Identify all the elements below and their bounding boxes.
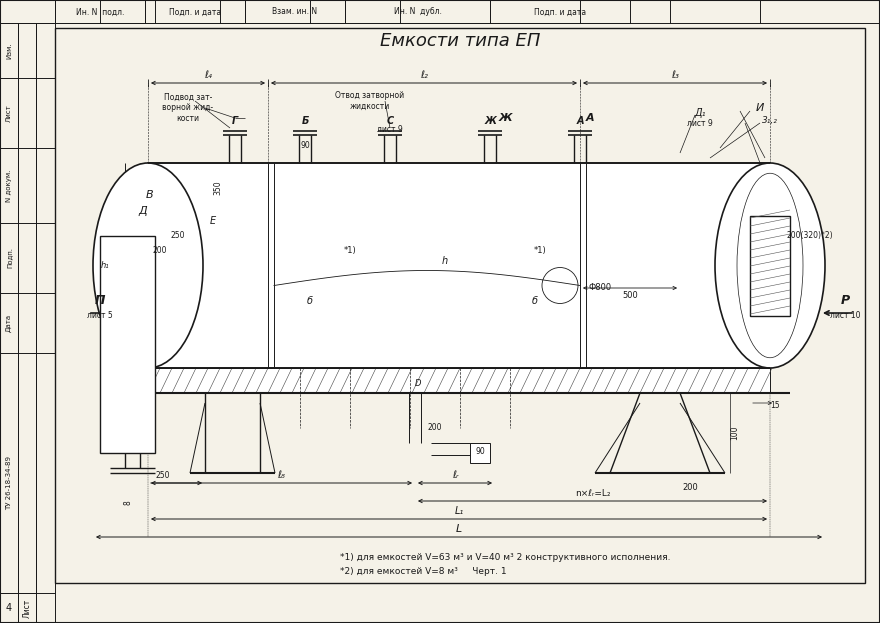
- Bar: [145, 0, 245, 23]
- Text: 4: 4: [6, 603, 12, 613]
- Text: А: А: [576, 116, 583, 126]
- Text: 200(320)*2): 200(320)*2): [787, 231, 833, 240]
- Text: Подп. и дата: Подп. и дата: [169, 7, 221, 16]
- Text: Ж: Ж: [498, 113, 512, 123]
- Bar: [470, 443, 490, 463]
- Text: 90: 90: [475, 447, 485, 455]
- Text: Д₁: Д₁: [694, 108, 706, 118]
- Bar: [55, 0, 145, 23]
- Text: *1): *1): [533, 246, 546, 255]
- Text: L: L: [456, 524, 462, 534]
- Text: 3₁,₂: 3₁,₂: [762, 117, 778, 125]
- Text: Подп.: Подп.: [6, 247, 12, 269]
- Bar: [490, 0, 630, 23]
- Text: 250: 250: [171, 231, 186, 240]
- Text: ℓ₈: ℓ₈: [277, 470, 285, 480]
- Text: 200: 200: [428, 424, 443, 432]
- Text: 200: 200: [153, 246, 167, 255]
- Bar: [0, 593, 36, 623]
- Text: Изм.: Изм.: [6, 42, 12, 59]
- Text: 15: 15: [770, 401, 780, 409]
- Text: 200: 200: [682, 483, 698, 493]
- Bar: [36, 23, 55, 623]
- Bar: [55, 28, 865, 583]
- Text: лист 5: лист 5: [87, 310, 113, 320]
- Text: С: С: [386, 116, 393, 126]
- Text: Г: Г: [231, 116, 238, 126]
- Text: Ф800: Ф800: [589, 283, 612, 292]
- Text: В: В: [146, 191, 154, 201]
- Text: Дата: Дата: [6, 314, 12, 332]
- Text: Д: Д: [139, 206, 147, 216]
- Text: ТУ 26-18-34-89: ТУ 26-18-34-89: [6, 456, 12, 510]
- Text: h₁: h₁: [100, 261, 109, 270]
- Text: 250: 250: [156, 470, 170, 480]
- Text: лист 10: лист 10: [830, 310, 861, 320]
- Bar: [245, 0, 345, 23]
- Text: Р: Р: [840, 295, 849, 308]
- Text: Ин. N  подл.: Ин. N подл.: [76, 7, 124, 16]
- Text: ℓᵣ: ℓᵣ: [451, 470, 458, 480]
- Text: Отвод затворной
жидкости: Отвод затворной жидкости: [335, 91, 405, 110]
- Text: 100: 100: [730, 426, 739, 440]
- Text: N докум.: N докум.: [6, 169, 12, 202]
- Text: б: б: [307, 295, 313, 305]
- Text: ℓ₂: ℓ₂: [420, 70, 428, 80]
- Text: И: И: [756, 103, 764, 113]
- Text: *1) для емкостей V=63 м³ и V=40 м³ 2 конструктивного исполнения.: *1) для емкостей V=63 м³ и V=40 м³ 2 кон…: [340, 553, 671, 563]
- Text: Лист: Лист: [6, 104, 12, 122]
- Bar: [100, 235, 155, 453]
- Text: б: б: [532, 295, 538, 305]
- Text: 500: 500: [622, 292, 638, 300]
- Bar: [18, 23, 36, 623]
- Text: Емкости типа ЕП: Емкости типа ЕП: [380, 32, 540, 50]
- Bar: [345, 0, 490, 23]
- Text: *1): *1): [343, 246, 356, 255]
- Text: Подвод зат-
ворной жид-
кости: Подвод зат- ворной жид- кости: [163, 93, 214, 123]
- Text: ℓ₃: ℓ₃: [671, 70, 679, 80]
- Text: ℓ₄: ℓ₄: [204, 70, 212, 80]
- Text: n×ℓᵣ=L₂: n×ℓᵣ=L₂: [575, 488, 610, 498]
- Ellipse shape: [93, 163, 203, 368]
- Bar: [148, 163, 770, 368]
- Text: лист 9: лист 9: [378, 125, 403, 135]
- Text: Б: Б: [301, 116, 309, 126]
- Text: А: А: [586, 113, 594, 123]
- Text: *2) для емкостей V=8 м³     Черт. 1: *2) для емкостей V=8 м³ Черт. 1: [340, 566, 507, 576]
- Text: Ин. N  дубл.: Ин. N дубл.: [393, 7, 442, 16]
- Bar: [750, 216, 790, 315]
- Text: h: h: [442, 255, 448, 265]
- Text: лист 9: лист 9: [687, 118, 713, 128]
- Text: Лист: Лист: [23, 598, 32, 617]
- Text: П: П: [95, 295, 106, 308]
- Text: 90: 90: [300, 141, 310, 150]
- Bar: [0, 0, 880, 23]
- Text: 8: 8: [123, 501, 133, 505]
- Text: L₁: L₁: [454, 506, 464, 516]
- Ellipse shape: [715, 163, 825, 368]
- Text: D: D: [414, 379, 422, 388]
- Text: Взам. ин. N: Взам. ин. N: [273, 7, 318, 16]
- Text: Е: Е: [210, 216, 216, 226]
- Text: 350: 350: [214, 181, 223, 196]
- Text: Подп. и дата: Подп. и дата: [534, 7, 586, 16]
- Text: Ж: Ж: [484, 116, 496, 126]
- Bar: [148, 368, 770, 393]
- Bar: [0, 23, 18, 623]
